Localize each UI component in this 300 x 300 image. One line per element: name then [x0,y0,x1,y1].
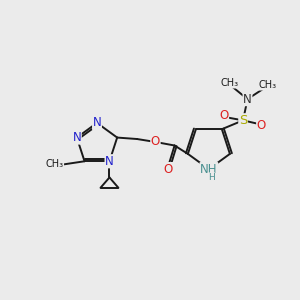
Text: N: N [73,131,81,144]
Text: CH₃: CH₃ [258,80,277,90]
Text: S: S [239,114,247,127]
Text: CH₃: CH₃ [221,78,239,88]
Text: O: O [164,163,173,176]
Text: NH: NH [200,163,218,176]
Text: N: N [105,155,114,168]
Text: O: O [219,110,229,122]
Text: O: O [257,119,266,132]
Text: H: H [208,173,214,182]
Text: N: N [243,93,252,106]
Text: N: N [93,116,101,129]
Text: CH₃: CH₃ [45,159,64,170]
Text: O: O [151,136,160,148]
